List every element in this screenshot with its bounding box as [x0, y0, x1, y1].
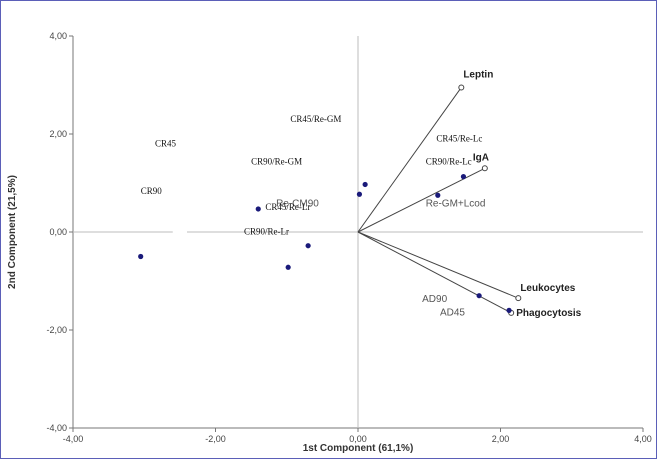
score-point-ad90 [476, 293, 482, 299]
x-tick-label: 0,00 [349, 434, 367, 444]
score-point-cr90 [138, 253, 144, 260]
score-point-cr90-re-lr [285, 264, 291, 270]
y-tick-label: 4,00 [49, 31, 67, 41]
point-labels: CR90 CR45 CR45/Re-GM CR90/Re-GM CR45/Re-Lc CR… [141, 114, 486, 319]
loading-line-phagocytosis [357, 231, 512, 314]
point-label-cr45-re-lr: CR45/Re-Lr [265, 202, 310, 212]
x-tick-label: -2,00 [205, 434, 226, 444]
y-tick-label: 0,00 [49, 227, 67, 237]
point-label-ad45: AD45 [440, 307, 465, 318]
x-axis-title: 1st Component (61,1%) [303, 443, 414, 454]
y-tick-label: -2,00 [46, 325, 67, 335]
score-point-ad45 [506, 307, 512, 313]
tick-labels: -4,00 -2,00 0,00 2,00 4,00 4,00 2,00 0,00 -2,00 -… [46, 31, 651, 444]
score-point-re-gm-lcod [435, 192, 441, 198]
loading-line-leukocytes [357, 231, 519, 299]
point-label-cr45-re-gm: CR45/Re-GM [290, 114, 341, 124]
point-label-cr90-re-lc: CR90/Re-Lc [426, 156, 472, 166]
loading-label-iga: IgA [473, 152, 489, 163]
y-axis-title: 2nd Component (21,5%) [7, 175, 18, 289]
score-point-cr90-re-gm [356, 191, 363, 197]
score-points [138, 174, 512, 313]
loading-label-leukocytes: Leukocytes [520, 283, 575, 294]
loading-line-leptin [357, 87, 462, 233]
point-label-cr45-re-lc: CR45/Re-Lc [436, 133, 482, 143]
loading-point-leukocytes [515, 295, 522, 302]
x-tick-label: -4,00 [63, 434, 84, 444]
score-point-cr45-re-gm [362, 181, 368, 188]
score-point-cr90-re-lc [460, 174, 467, 180]
y-tick-label: -4,00 [46, 423, 67, 433]
point-label-cr90-re-gm: CR90/Re-GM [251, 156, 302, 166]
y-tick-label: 2,00 [49, 129, 67, 139]
x-tick-label: 4,00 [634, 434, 652, 444]
point-label-re-gm-lcod: Re-GM+Lcod [426, 199, 486, 210]
point-label-cr45: CR45 [155, 138, 177, 148]
loading-label-phagocytosis: Phagocytosis [516, 308, 581, 319]
x-tick-label: 2,00 [492, 434, 510, 444]
loading-point-leptin [458, 84, 465, 91]
point-label-ad90: AD90 [422, 294, 447, 305]
loading-point-iga [481, 165, 488, 172]
point-label-cr90-re-lr: CR90/Re-Lr [244, 226, 289, 236]
point-label-cr90: CR90 [141, 186, 163, 196]
score-point-cr45-re-lr [305, 243, 311, 249]
score-point-cr45 [255, 206, 261, 212]
loading-label-leptin: Leptin [463, 69, 493, 80]
point-label-re-cm90: Re-CM90 [276, 199, 319, 210]
